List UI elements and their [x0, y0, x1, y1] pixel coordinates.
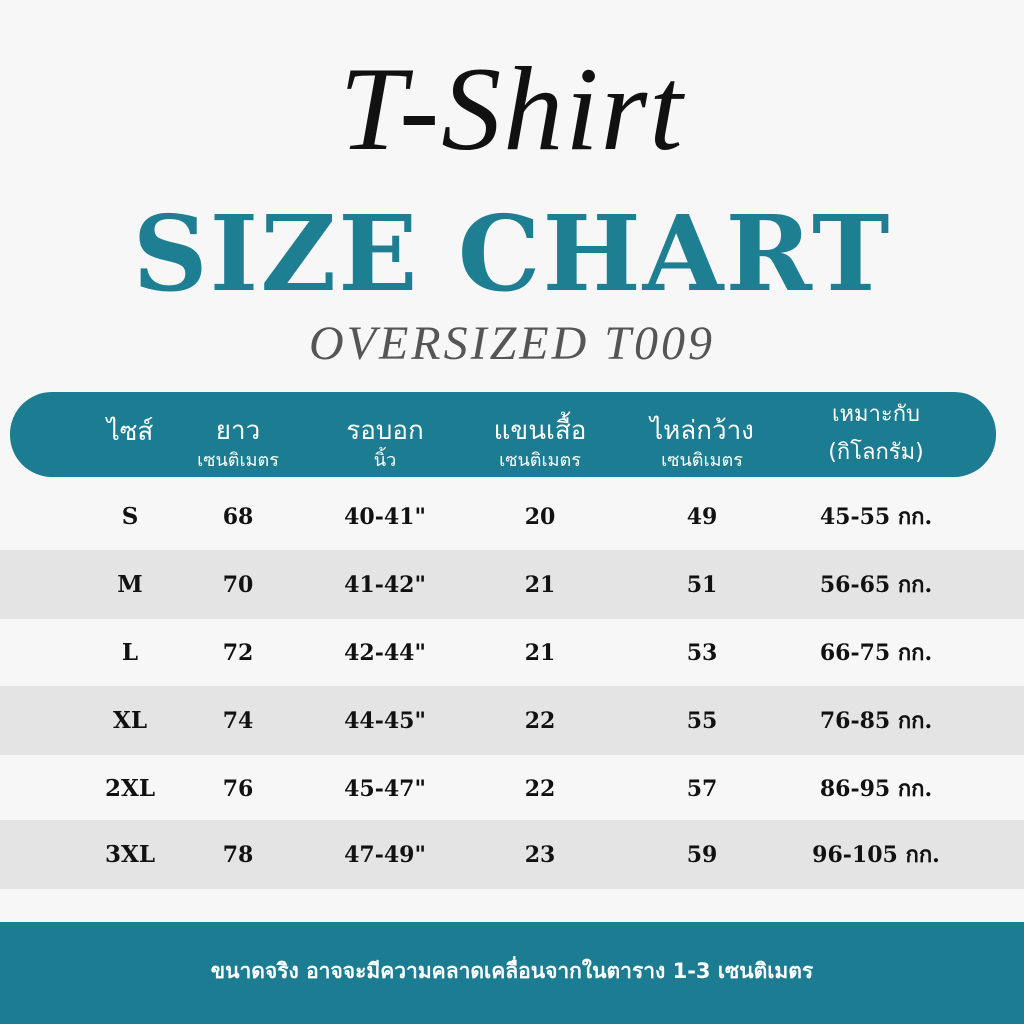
table-cell: 59: [686, 842, 718, 868]
table-cell: 21: [524, 572, 556, 598]
header-sublabel: นิ้ว: [373, 450, 397, 471]
row-band: [0, 820, 1024, 889]
table-cell: 3XL: [104, 841, 156, 868]
table-cell: 51: [686, 572, 718, 598]
table-cell: XL: [112, 707, 148, 734]
header-label: ไซส์: [106, 417, 154, 447]
header-label: ยาว: [215, 416, 261, 446]
row-band: [0, 686, 1024, 755]
table-cell: 22: [524, 708, 556, 734]
table-cell: 2XL: [104, 775, 156, 802]
table-cell: 45-55 กก.: [819, 504, 933, 530]
subtitle: OVERSIZED T009: [309, 317, 715, 370]
table-cell: 66-75 กก.: [819, 640, 933, 666]
table-cell: 76: [222, 776, 254, 802]
table-cell: 47-49": [344, 842, 426, 868]
header-sublabel: (กิโลกรัม): [828, 440, 924, 465]
title: SIZE CHART: [132, 192, 892, 315]
table-cell: 21: [524, 640, 556, 666]
table-cell: 42-44": [344, 640, 426, 666]
table-cell: 41-42": [344, 572, 426, 598]
table-cell: 74: [222, 708, 254, 734]
table-cell: L: [121, 639, 139, 666]
table-cell: 72: [222, 640, 254, 666]
table-cell: 56-65 กก.: [819, 572, 933, 598]
table-cell: 57: [686, 776, 718, 802]
table-cell: M: [117, 571, 143, 598]
footer-note: ขนาดจริง อาจจะมีความคลาดเคลื่อนจากในตารา…: [210, 959, 814, 983]
header-bar: [10, 392, 996, 477]
row-band: [0, 550, 1024, 619]
table-cell: 96-105 กก.: [812, 842, 940, 868]
table-cell: 70: [222, 572, 254, 598]
header-label: แขนเสื้อ: [493, 416, 587, 446]
header-label: รอบอก: [346, 416, 424, 446]
table-cell: 45-47": [344, 776, 426, 802]
header-sublabel: เซนติเมตร: [661, 450, 743, 471]
table-cell: 55: [686, 708, 718, 734]
header-sublabel: เซนติเมตร: [197, 450, 279, 471]
footer-bar: [0, 922, 1024, 1024]
table-cell: 76-85 กก.: [819, 708, 933, 734]
table-cell: 86-95 กก.: [819, 776, 933, 802]
table-cell: 78: [222, 842, 254, 868]
table-cell: 23: [524, 842, 556, 868]
table-cell: 40-41": [344, 504, 426, 530]
table-cell: 49: [686, 504, 718, 530]
script-title: T-Shirt: [339, 42, 685, 175]
header-label: เหมาะกับ: [832, 402, 920, 427]
table-cell: 20: [524, 504, 556, 530]
table-cell: 68: [222, 504, 254, 530]
table-cell: S: [121, 503, 139, 530]
table-cell: 22: [524, 776, 556, 802]
table-cell: 44-45": [344, 708, 426, 734]
header-label: ไหล่กว้าง: [650, 416, 754, 446]
header-sublabel: เซนติเมตร: [499, 450, 581, 471]
table-cell: 53: [686, 640, 718, 666]
